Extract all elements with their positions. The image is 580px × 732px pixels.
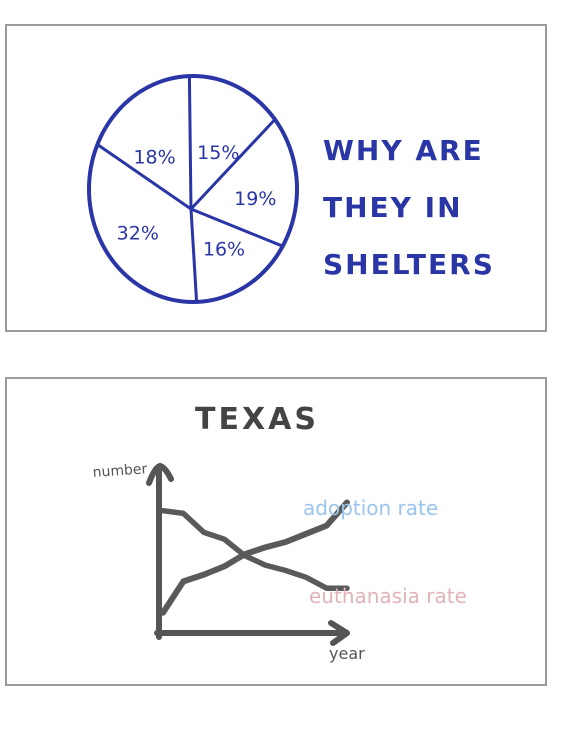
pie-chart: 15% 19% 16% 32% 18% WHY ARE THEY IN SHELTERS: [87, 74, 495, 304]
y-axis-label: number: [92, 461, 148, 481]
y-axis: [146, 463, 174, 640]
pie-slice-label: 15%: [197, 142, 239, 164]
pie-divider: [95, 143, 193, 211]
pie-divider: [189, 117, 277, 211]
pie-title-line: THEY IN: [323, 191, 463, 224]
pie-slice-label: 18%: [133, 146, 175, 168]
pie-title-line: WHY ARE: [323, 134, 484, 167]
series-label: adoption rate: [303, 496, 438, 520]
pie-slice-label: 19%: [234, 188, 276, 210]
pie-outline: [87, 74, 299, 304]
pie-slice-label: 32%: [117, 222, 159, 244]
chart-title: TEXAS: [195, 402, 319, 437]
pie-chart-panel: 15% 19% 16% 32% 18% WHY ARE THEY IN SHELTERS: [5, 24, 547, 332]
x-axis: [154, 620, 350, 646]
pie-slice-label: 16%: [203, 238, 245, 260]
series-line: [160, 507, 350, 591]
pie-divider: [189, 207, 199, 304]
line-chart-panel: TEXAS number year adoption rate euthanasi…: [5, 377, 547, 686]
line-chart: TEXAS number year adoption rate euthanasi…: [92, 402, 467, 663]
x-axis-label: year: [329, 644, 365, 663]
series-line: [160, 499, 350, 616]
pie-title-line: SHELTERS: [323, 248, 495, 281]
series-label: euthanasia rate: [309, 584, 467, 608]
pie-divider: [187, 74, 193, 211]
pie-divider: [189, 207, 285, 248]
